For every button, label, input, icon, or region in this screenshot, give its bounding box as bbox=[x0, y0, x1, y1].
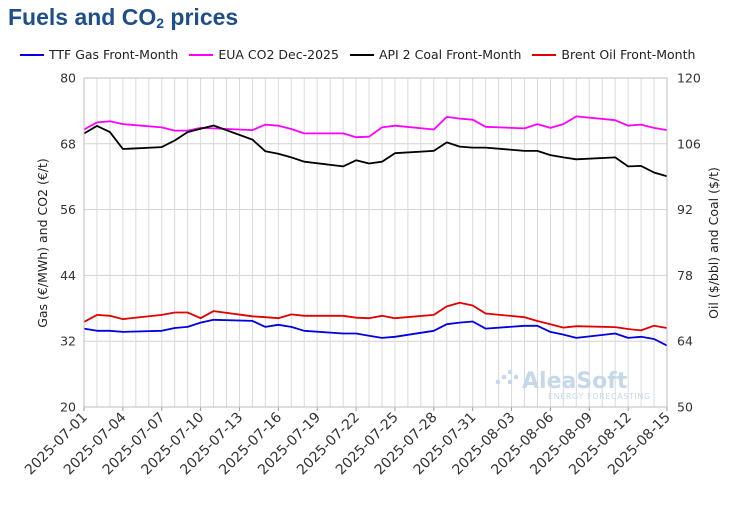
y-tick-label: 44 bbox=[60, 268, 76, 283]
legend-item: EUA CO2 Dec-2025 bbox=[189, 47, 339, 62]
aleasoft-watermark: AleaSoft ENERGY FORECASTING bbox=[495, 369, 651, 401]
y2-tick-label: 106 bbox=[677, 136, 701, 151]
legend-swatch bbox=[349, 53, 374, 56]
y2-tick-label: 78 bbox=[677, 268, 693, 283]
series-line-api-2-coal-front-month bbox=[83, 124, 668, 178]
series-line-ttf-gas-front-month bbox=[83, 318, 668, 347]
legend-item: Brent Oil Front-Month bbox=[532, 47, 695, 62]
legend-label: EUA CO2 Dec-2025 bbox=[218, 47, 339, 62]
y-tick-label: 80 bbox=[60, 71, 76, 86]
series-line-eua-co2-dec-2025 bbox=[83, 115, 668, 139]
watermark-brand: AleaSoft bbox=[522, 369, 628, 394]
y2-tick-label: 120 bbox=[677, 71, 701, 86]
legend-item: TTF Gas Front-Month bbox=[20, 47, 178, 62]
y2-tick-label: 50 bbox=[677, 400, 693, 415]
legend-label: API 2 Coal Front-Month bbox=[378, 47, 522, 62]
grid-lines bbox=[83, 77, 668, 408]
chart-legend: TTF Gas Front-Month EUA CO2 Dec-2025 API 2… bbox=[20, 47, 695, 62]
y-tick-label: 56 bbox=[60, 202, 76, 217]
y2-axis-label: Oil ($/bbl) and Coal ($/t) bbox=[706, 167, 721, 319]
legend-swatch bbox=[20, 53, 44, 56]
aleasoft-logo-icon bbox=[495, 369, 519, 385]
y-tick-label: 68 bbox=[60, 136, 76, 151]
legend-item: API 2 Coal Front-Month bbox=[349, 47, 522, 62]
y-tick-label: 20 bbox=[60, 400, 76, 415]
chart-title: Fuels and CO2 prices bbox=[8, 4, 239, 31]
legend-swatch bbox=[189, 53, 214, 56]
y2-tick-label: 92 bbox=[677, 202, 693, 217]
legend-label: TTF Gas Front-Month bbox=[49, 47, 179, 62]
legend-label: Brent Oil Front-Month bbox=[561, 47, 696, 62]
y2-tick-label: 64 bbox=[677, 334, 693, 349]
y-tick-label: 32 bbox=[60, 334, 76, 349]
watermark-tagline: ENERGY FORECASTING bbox=[548, 392, 651, 401]
y-axis-label: Gas (€/MWh) and CO2 (€/t) bbox=[35, 158, 50, 328]
plot-frame bbox=[83, 77, 668, 408]
series-line-brent-oil-front-month bbox=[83, 301, 668, 332]
legend-swatch bbox=[532, 53, 557, 56]
